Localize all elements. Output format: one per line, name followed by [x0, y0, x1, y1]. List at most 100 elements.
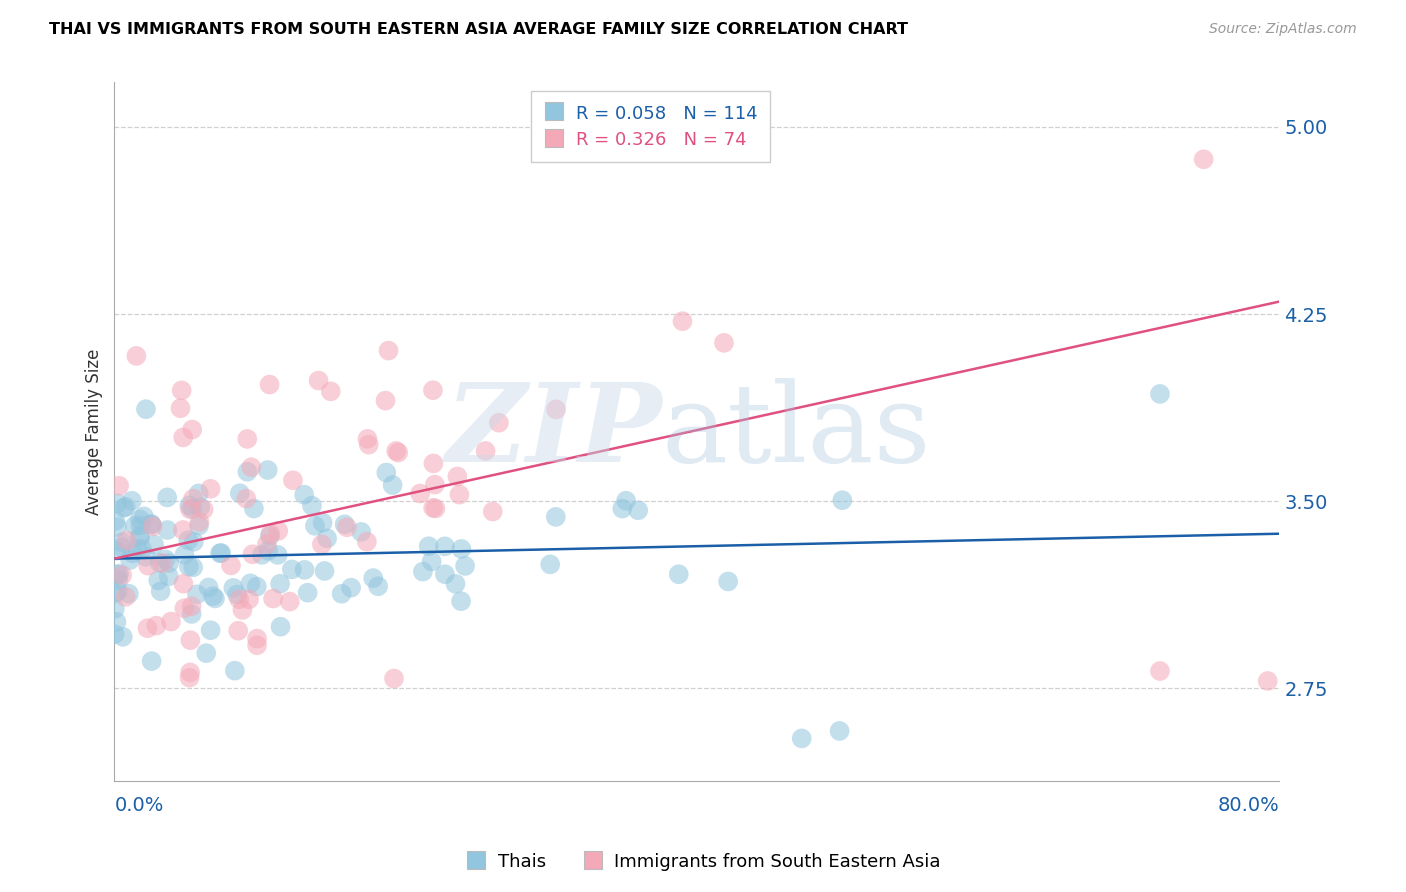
- Point: [188, 515, 211, 529]
- Text: 80.0%: 80.0%: [1218, 796, 1279, 814]
- Y-axis label: Average Family Size: Average Family Size: [86, 348, 103, 515]
- Point: [157, 569, 180, 583]
- Point: [423, 477, 446, 491]
- Point: [340, 581, 363, 595]
- Point: [418, 539, 440, 553]
- Point: [239, 576, 262, 591]
- Point: [336, 520, 359, 534]
- Point: [1149, 664, 1171, 678]
- Point: [308, 374, 330, 388]
- Point: [208, 546, 231, 560]
- Text: ZIP: ZIP: [446, 377, 662, 485]
- Point: [267, 524, 290, 538]
- Point: [481, 504, 503, 518]
- Point: [246, 638, 269, 652]
- Point: [420, 554, 443, 568]
- Point: [108, 479, 131, 493]
- Point: [422, 500, 444, 515]
- Point: [409, 486, 432, 500]
- Point: [148, 556, 170, 570]
- Point: [381, 478, 404, 492]
- Point: [281, 562, 304, 576]
- Point: [135, 549, 157, 564]
- Point: [112, 500, 135, 515]
- Point: [450, 541, 472, 556]
- Point: [449, 487, 471, 501]
- Point: [179, 498, 201, 512]
- Point: [179, 665, 201, 680]
- Point: [111, 540, 134, 554]
- Point: [301, 499, 323, 513]
- Point: [229, 486, 252, 500]
- Point: [1257, 673, 1279, 688]
- Point: [156, 523, 179, 537]
- Point: [259, 377, 281, 392]
- Point: [121, 546, 143, 560]
- Point: [1149, 387, 1171, 401]
- Point: [831, 493, 853, 508]
- Point: [444, 577, 467, 591]
- Point: [135, 402, 157, 417]
- Text: 0.0%: 0.0%: [114, 796, 163, 814]
- Point: [422, 383, 444, 397]
- Point: [103, 627, 125, 641]
- Point: [377, 343, 399, 358]
- Point: [142, 519, 165, 533]
- Point: [180, 607, 202, 621]
- Text: Source: ZipAtlas.com: Source: ZipAtlas.com: [1209, 22, 1357, 37]
- Point: [181, 560, 204, 574]
- Point: [115, 533, 138, 548]
- Point: [387, 445, 409, 459]
- Point: [114, 590, 136, 604]
- Point: [125, 349, 148, 363]
- Point: [544, 509, 567, 524]
- Point: [717, 574, 740, 589]
- Point: [488, 416, 510, 430]
- Point: [614, 493, 637, 508]
- Point: [269, 576, 291, 591]
- Point: [219, 558, 242, 573]
- Point: [375, 466, 398, 480]
- Point: [172, 523, 194, 537]
- Point: [107, 573, 129, 587]
- Point: [433, 539, 456, 553]
- Point: [169, 401, 191, 416]
- Point: [294, 563, 316, 577]
- Point: [187, 486, 209, 500]
- Point: [246, 632, 269, 646]
- Point: [235, 491, 257, 506]
- Point: [132, 509, 155, 524]
- Point: [197, 581, 219, 595]
- Point: [361, 571, 384, 585]
- Point: [425, 501, 447, 516]
- Point: [105, 615, 128, 629]
- Text: THAI VS IMMIGRANTS FROM SOUTH EASTERN ASIA AVERAGE FAMILY SIZE CORRELATION CHART: THAI VS IMMIGRANTS FROM SOUTH EASTERN AS…: [49, 22, 908, 37]
- Point: [250, 548, 273, 562]
- Point: [173, 601, 195, 615]
- Point: [201, 589, 224, 603]
- Point: [367, 579, 389, 593]
- Point: [226, 588, 249, 602]
- Point: [311, 537, 333, 551]
- Point: [314, 564, 336, 578]
- Point: [156, 491, 179, 505]
- Point: [330, 587, 353, 601]
- Point: [357, 437, 380, 451]
- Point: [111, 568, 134, 582]
- Point: [141, 517, 163, 532]
- Point: [149, 584, 172, 599]
- Point: [671, 314, 693, 328]
- Point: [256, 463, 278, 477]
- Point: [136, 558, 159, 573]
- Point: [304, 518, 326, 533]
- Point: [136, 621, 159, 635]
- Point: [544, 402, 567, 417]
- Point: [713, 335, 735, 350]
- Point: [270, 620, 292, 634]
- Point: [1192, 153, 1215, 167]
- Point: [412, 565, 434, 579]
- Point: [120, 553, 142, 567]
- Point: [188, 500, 211, 515]
- Point: [259, 529, 281, 543]
- Point: [454, 558, 477, 573]
